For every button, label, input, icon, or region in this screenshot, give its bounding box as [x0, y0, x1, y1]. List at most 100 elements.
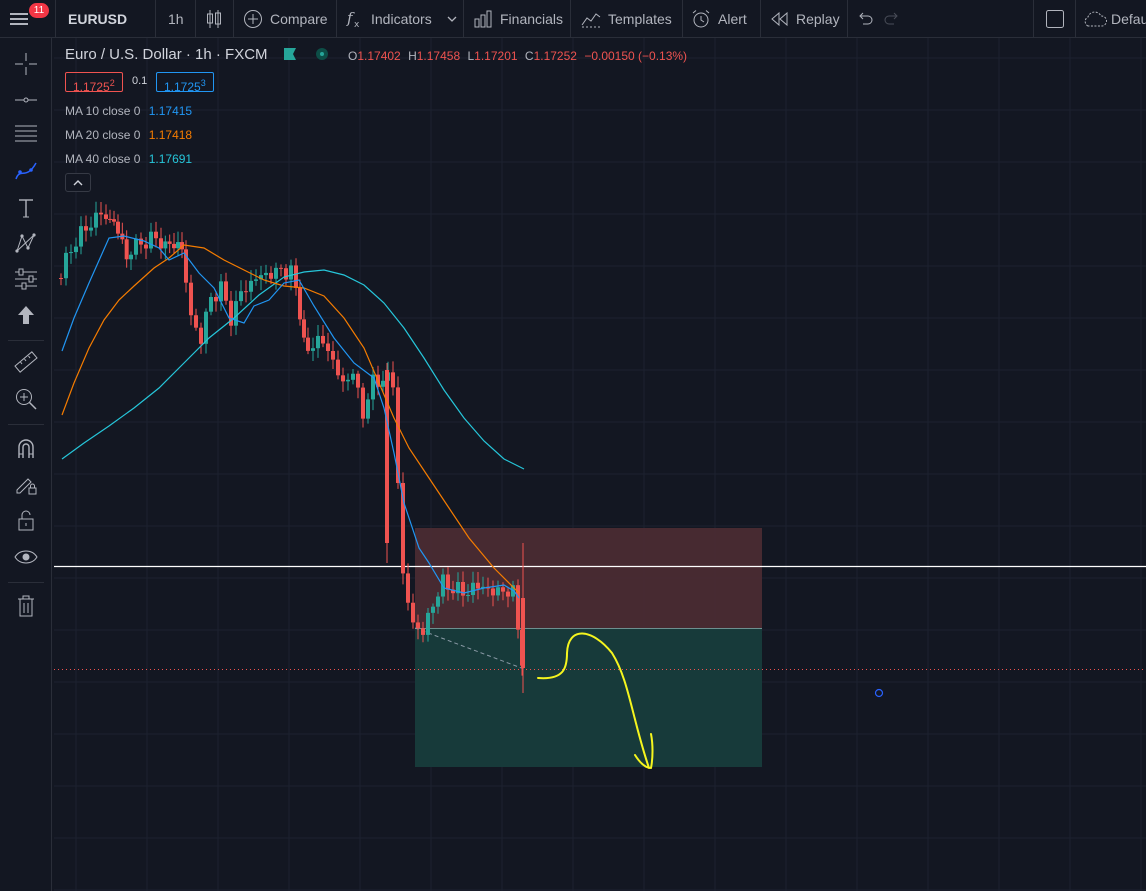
candle-body — [321, 335, 325, 344]
stop-loss-zone[interactable] — [415, 528, 762, 628]
candle-body — [521, 598, 525, 668]
candle-body — [456, 581, 460, 594]
financials-label: Financials — [500, 10, 564, 27]
unlock-icon[interactable] — [14, 508, 38, 532]
zoom-in-icon[interactable] — [14, 387, 38, 411]
price-chart[interactable] — [54, 38, 1146, 891]
candle-body — [254, 279, 258, 281]
candle-body — [69, 252, 73, 254]
candle-body — [284, 268, 288, 280]
candle-body — [259, 275, 263, 280]
chevron-down-icon — [447, 16, 457, 22]
high-label: H — [408, 49, 417, 63]
ma-40-line — [61, 269, 525, 470]
financials-button[interactable]: Financials — [473, 0, 563, 37]
candle-body — [476, 582, 480, 589]
candle-body — [144, 244, 148, 249]
candle-body — [501, 587, 505, 592]
candle-body — [84, 226, 88, 231]
magnet-icon[interactable] — [14, 437, 38, 461]
high-value: 1.17458 — [416, 49, 461, 63]
candle-body — [189, 282, 193, 316]
candle-body — [219, 281, 223, 302]
indicator-ma-20[interactable]: MA 20 close 0 1.17418 — [65, 128, 192, 142]
candle-body — [346, 379, 350, 382]
position-trend-line — [414, 627, 525, 670]
candle-body — [311, 348, 315, 351]
candle-body — [516, 585, 520, 630]
rewind-icon — [771, 11, 788, 26]
candles-icon — [207, 9, 221, 28]
candle-body — [316, 335, 320, 349]
redo-button[interactable] — [884, 0, 907, 37]
candle-body — [436, 596, 440, 607]
candle-body — [406, 573, 410, 603]
menu-button[interactable] — [8, 0, 48, 37]
arrow-up-icon[interactable] — [14, 303, 38, 327]
replay-label: Replay — [796, 10, 840, 27]
candle-body — [199, 327, 203, 344]
interval-button[interactable]: 1h — [168, 10, 184, 27]
menu-icon — [10, 12, 28, 25]
market-open-dot-inner — [320, 52, 324, 56]
candle-body — [163, 241, 168, 249]
candle-body — [99, 212, 103, 215]
ruler-icon[interactable] — [14, 350, 38, 374]
candle-body — [401, 482, 405, 574]
undo-button[interactable] — [857, 0, 880, 37]
sell-button[interactable]: 1.17252 — [65, 72, 123, 94]
indicator-ma-40[interactable]: MA 40 close 0 1.17691 — [65, 152, 192, 166]
crosshair-icon[interactable] — [14, 52, 38, 76]
candle-body — [214, 296, 218, 302]
candle-body — [451, 589, 455, 594]
pencil-lock-icon[interactable] — [14, 472, 38, 496]
fib-lines-icon[interactable] — [14, 122, 38, 146]
candle-body — [269, 272, 273, 279]
svg-text:f: f — [346, 9, 355, 27]
alarm-clock-icon — [692, 9, 710, 27]
collapse-legend-button[interactable] — [65, 173, 91, 192]
indicator-label: MA 10 close 0 — [65, 104, 141, 118]
anchor-handle[interactable] — [874, 688, 884, 698]
candle-body — [496, 587, 500, 596]
symbol-title[interactable]: Euro / U.S. Dollar · 1h · FXCM — [65, 46, 268, 63]
ma-10-line — [61, 235, 520, 599]
notification-badge: 11 — [29, 3, 49, 18]
candle-body — [184, 249, 188, 283]
candle-body — [79, 226, 83, 247]
candle-body — [279, 267, 283, 269]
close-label: C — [524, 49, 534, 63]
candle-body — [361, 387, 365, 419]
brush-icon[interactable] — [14, 159, 38, 183]
candle-body — [471, 582, 475, 596]
candle-body — [341, 375, 345, 382]
symbol-search[interactable]: EURUSD — [68, 10, 128, 27]
layout-select-button[interactable] — [1045, 0, 1072, 37]
text-icon[interactable] — [14, 196, 38, 220]
candle-body — [74, 246, 78, 253]
candle-body — [381, 380, 385, 387]
indicators-button[interactable]: f x Indicators — [346, 0, 432, 37]
pattern-icon[interactable] — [14, 231, 38, 255]
indicators-dropdown[interactable] — [447, 0, 464, 37]
templates-button[interactable]: Templates — [581, 0, 672, 37]
alert-button[interactable]: Alert — [691, 0, 747, 37]
buy-price: 1.1725 — [164, 80, 201, 94]
horizontal-line-icon[interactable] — [14, 88, 38, 112]
eye-icon[interactable] — [14, 545, 38, 569]
trash-icon[interactable] — [14, 594, 38, 618]
take-profit-zone[interactable] — [415, 628, 762, 767]
compare-button[interactable]: Compare — [243, 0, 328, 37]
candle-body — [366, 399, 370, 419]
low-label: L — [467, 49, 475, 63]
candle-body — [331, 351, 335, 360]
chart-style-button[interactable] — [205, 0, 230, 37]
buy-button[interactable]: 1.17253 — [156, 72, 214, 94]
save-layout-button[interactable]: Defau — [1082, 0, 1146, 37]
indicator-ma-10[interactable]: MA 10 close 0 1.17415 — [65, 104, 192, 118]
candle-body — [108, 218, 112, 220]
candle-body — [167, 241, 172, 244]
replay-button[interactable]: Replay — [771, 0, 840, 37]
candle-body — [416, 622, 420, 629]
prediction-icon[interactable] — [14, 267, 38, 291]
